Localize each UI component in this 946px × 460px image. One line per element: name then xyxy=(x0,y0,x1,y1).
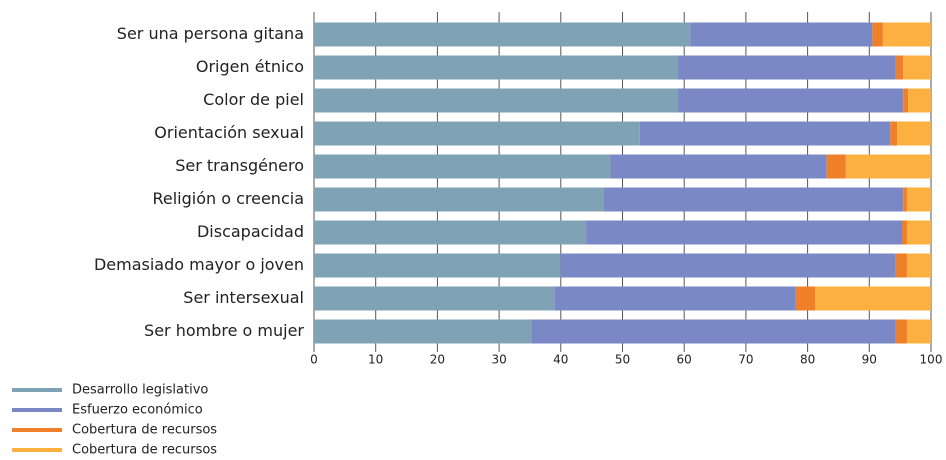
bar-segment xyxy=(906,220,931,245)
bar-segment xyxy=(314,121,640,146)
x-tick-label: 40 xyxy=(553,353,568,367)
x-tick-label: 100 xyxy=(920,353,943,367)
y-tick-label: Ser una persona gitana xyxy=(117,24,304,43)
y-tick-label: Discapacidad xyxy=(197,222,304,241)
bar-segment xyxy=(690,22,873,47)
bar-segment xyxy=(314,55,679,80)
bar-segment xyxy=(895,253,907,278)
bar-segment xyxy=(895,55,904,80)
bar-segment xyxy=(815,286,931,311)
bar-segment xyxy=(314,253,561,278)
bar-segment xyxy=(678,55,896,80)
y-tick-label: Origen étnico xyxy=(196,57,304,76)
bar-segment xyxy=(314,220,587,245)
bar-segment xyxy=(906,253,931,278)
legend-label: Desarrollo legislativo xyxy=(72,383,208,398)
x-tick-label: 10 xyxy=(368,353,383,367)
bar-segment xyxy=(826,154,846,179)
bar-segment xyxy=(603,187,904,212)
bar-segment xyxy=(610,154,827,179)
x-tick-label: 60 xyxy=(677,353,692,367)
x-tick-label: 30 xyxy=(491,353,506,367)
bar-segment xyxy=(314,286,555,311)
bar-segment xyxy=(903,187,907,212)
bar-segment xyxy=(560,253,896,278)
bar-segment xyxy=(795,286,816,311)
bar-segment xyxy=(906,187,931,212)
bar-segment xyxy=(314,187,604,212)
bar-segment xyxy=(890,121,898,146)
y-tick-label: Ser intersexual xyxy=(183,288,304,307)
x-tick-label: 50 xyxy=(615,353,630,367)
bar-segment xyxy=(902,220,907,245)
legend-label: Esfuerzo económico xyxy=(72,403,203,418)
y-tick-label: Orientación sexual xyxy=(154,123,304,142)
y-tick-label: Color de piel xyxy=(203,90,304,109)
bar-segment xyxy=(903,88,909,113)
legend-label: Cobertura de recursos xyxy=(72,423,217,438)
bar-segment xyxy=(897,121,931,146)
bar-segment xyxy=(586,220,903,245)
y-tick-label: Demasiado mayor o joven xyxy=(94,255,304,274)
bar-segment xyxy=(895,319,907,344)
bar-segment xyxy=(845,154,931,179)
bar-segment xyxy=(639,121,891,146)
y-tick-label: Ser transgénero xyxy=(175,156,304,175)
y-tick-label: Religión o creencia xyxy=(152,189,304,208)
x-tick-label: 80 xyxy=(800,353,815,367)
x-tick-label: 0 xyxy=(310,353,318,367)
bar-segment xyxy=(531,319,896,344)
x-tick-label: 90 xyxy=(862,353,877,367)
bar-segment xyxy=(314,22,691,47)
bar-segment xyxy=(314,88,679,113)
x-tick-label: 70 xyxy=(738,353,753,367)
y-tick-label: Ser hombre o mujer xyxy=(144,321,304,340)
bar-segment xyxy=(314,319,532,344)
bar-segment xyxy=(314,154,611,179)
bar-segment xyxy=(908,88,931,113)
bar-segment xyxy=(554,286,796,311)
bar-segment xyxy=(903,55,931,80)
bar-segment xyxy=(872,22,883,47)
bar-segment xyxy=(882,22,931,47)
legend-label: Cobertura de recursos xyxy=(72,443,217,458)
x-tick-label: 20 xyxy=(430,353,445,367)
bar-segment xyxy=(678,88,904,113)
bar-segment xyxy=(906,319,931,344)
